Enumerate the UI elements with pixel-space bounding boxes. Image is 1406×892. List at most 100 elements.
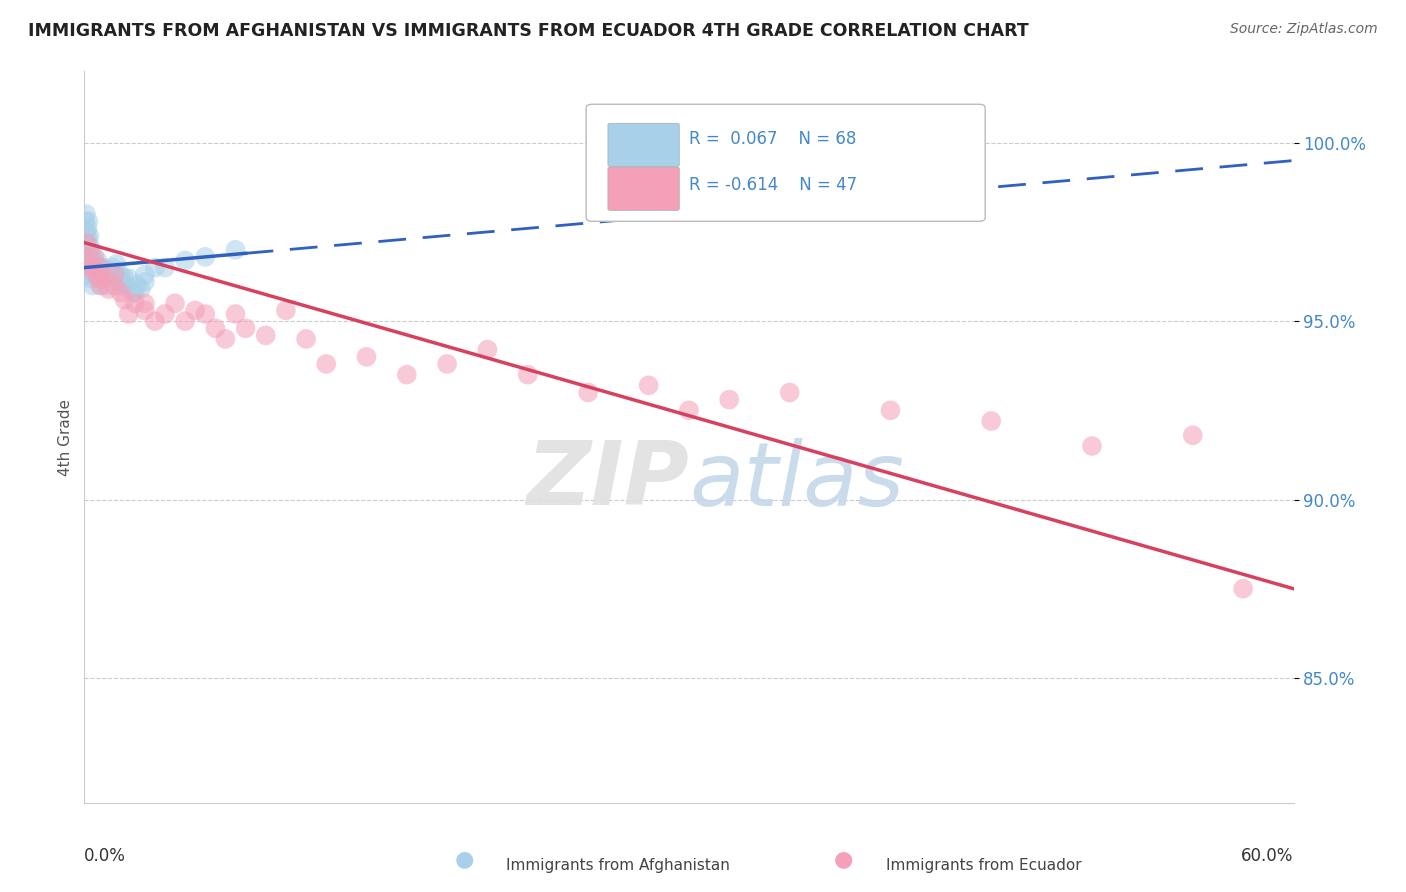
Point xyxy=(114,293,136,307)
Point xyxy=(77,232,100,246)
Y-axis label: 4th Grade: 4th Grade xyxy=(58,399,73,475)
Point xyxy=(110,278,132,293)
Point xyxy=(80,243,103,257)
Point xyxy=(79,271,101,285)
Point xyxy=(100,268,122,282)
Point xyxy=(89,268,111,282)
Point xyxy=(82,260,104,275)
Point xyxy=(118,271,141,285)
Text: R =  0.067    N = 68: R = 0.067 N = 68 xyxy=(689,129,856,148)
Point xyxy=(143,314,166,328)
Point xyxy=(93,271,115,285)
Point xyxy=(356,350,378,364)
Point xyxy=(75,225,97,239)
Point xyxy=(89,278,111,293)
Point xyxy=(82,278,104,293)
Point xyxy=(134,303,156,318)
Point xyxy=(104,264,127,278)
Point xyxy=(1181,428,1204,442)
Point xyxy=(134,268,156,282)
Point xyxy=(1232,582,1254,596)
Point xyxy=(214,332,236,346)
Point xyxy=(90,271,112,285)
Point xyxy=(143,260,166,275)
FancyBboxPatch shape xyxy=(607,167,679,211)
Point xyxy=(77,214,100,228)
Point xyxy=(86,268,108,282)
Point xyxy=(107,271,129,285)
Point xyxy=(174,253,197,268)
Text: R = -0.614    N = 47: R = -0.614 N = 47 xyxy=(689,176,858,194)
Point xyxy=(104,278,127,293)
Point xyxy=(97,268,120,282)
Point xyxy=(204,321,226,335)
Text: Immigrants from Afghanistan: Immigrants from Afghanistan xyxy=(506,858,730,872)
Text: Immigrants from Ecuador: Immigrants from Ecuador xyxy=(886,858,1081,872)
Point xyxy=(93,260,115,275)
Point xyxy=(86,253,108,268)
Point xyxy=(87,271,110,285)
Point xyxy=(75,207,97,221)
Point xyxy=(110,268,132,282)
Point xyxy=(121,285,143,300)
Point xyxy=(576,385,599,400)
Point xyxy=(87,271,110,285)
Point xyxy=(75,260,97,275)
Point xyxy=(125,278,148,293)
Text: 0.0%: 0.0% xyxy=(84,847,127,864)
Point xyxy=(94,271,117,285)
Point xyxy=(637,378,659,392)
Point xyxy=(194,250,217,264)
Point xyxy=(118,307,141,321)
Point xyxy=(101,260,124,275)
Point xyxy=(779,385,801,400)
Point xyxy=(104,271,127,285)
Point xyxy=(254,328,277,343)
Point xyxy=(436,357,458,371)
Point xyxy=(124,296,146,310)
Point xyxy=(77,243,100,257)
Point xyxy=(97,264,120,278)
Point xyxy=(225,307,247,321)
Point xyxy=(86,260,108,275)
Point xyxy=(134,296,156,310)
Point xyxy=(77,253,100,268)
Point xyxy=(89,260,111,275)
Point xyxy=(82,260,104,275)
Point xyxy=(980,414,1002,428)
Text: ZIP: ZIP xyxy=(526,437,689,524)
Point xyxy=(129,282,152,296)
Point xyxy=(79,260,101,275)
Point xyxy=(165,296,187,310)
Point xyxy=(184,303,207,318)
Point xyxy=(153,260,176,275)
Text: ●: ● xyxy=(454,849,474,869)
Point xyxy=(76,235,98,250)
Point xyxy=(235,321,257,335)
Point xyxy=(79,250,101,264)
Point xyxy=(79,239,101,253)
Point xyxy=(395,368,418,382)
Point xyxy=(93,268,115,282)
Point xyxy=(87,264,110,278)
Point xyxy=(678,403,700,417)
Point xyxy=(516,368,538,382)
Point xyxy=(82,264,104,278)
Point xyxy=(82,253,104,268)
Point xyxy=(879,403,901,417)
Point xyxy=(75,214,97,228)
Point xyxy=(1081,439,1104,453)
Point xyxy=(194,307,217,321)
Point xyxy=(153,307,176,321)
Point xyxy=(83,250,105,264)
Point xyxy=(79,260,101,275)
Point xyxy=(80,264,103,278)
Text: IMMIGRANTS FROM AFGHANISTAN VS IMMIGRANTS FROM ECUADOR 4TH GRADE CORRELATION CHA: IMMIGRANTS FROM AFGHANISTAN VS IMMIGRANT… xyxy=(28,22,1029,40)
Point xyxy=(225,243,247,257)
Point xyxy=(114,278,136,293)
Text: ●: ● xyxy=(834,849,853,869)
Point xyxy=(84,257,107,271)
Point xyxy=(93,271,115,285)
Point xyxy=(96,278,118,293)
Point xyxy=(91,264,114,278)
